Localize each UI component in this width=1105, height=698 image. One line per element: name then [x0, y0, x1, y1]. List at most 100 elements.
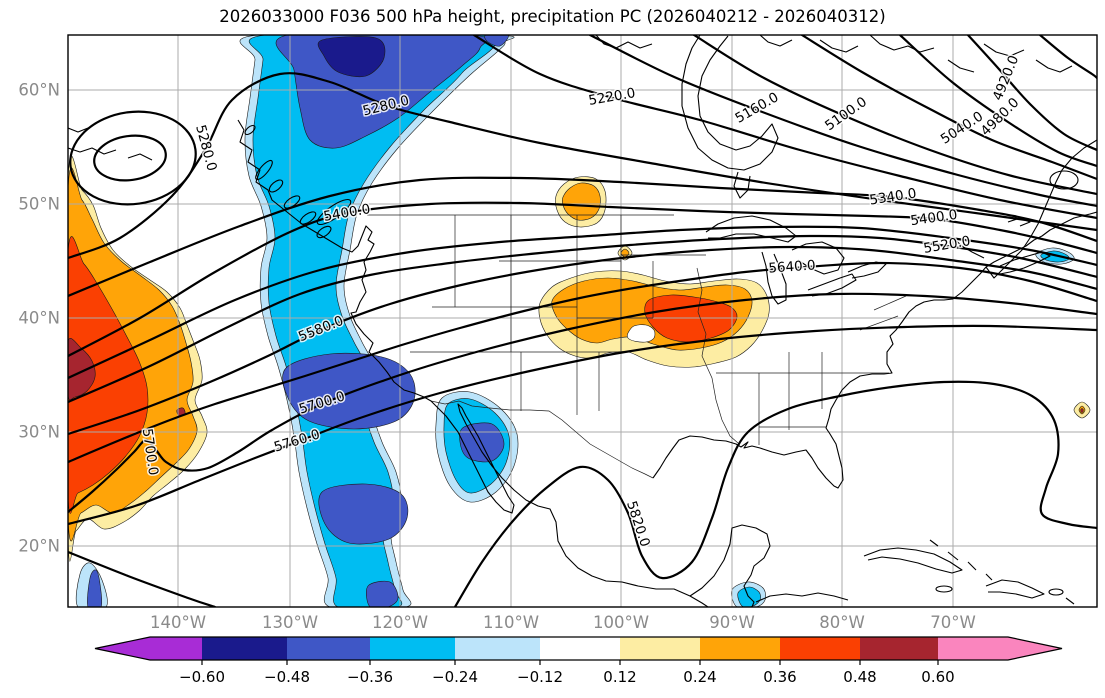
- island-outline: [299, 211, 317, 225]
- island-outline: [1048, 588, 1064, 596]
- coastline: [689, 524, 771, 607]
- coastline: [869, 35, 935, 53]
- height-contour-5340: [68, 176, 1097, 298]
- lon-tick-label: 80°W: [819, 613, 865, 632]
- island-outline: [255, 159, 273, 181]
- lon-tick-label: 70°W: [930, 613, 976, 632]
- island-outline: [268, 179, 284, 193]
- coastline: [819, 39, 859, 53]
- coastline: [929, 539, 939, 547]
- height-contour-5760: [68, 324, 1097, 526]
- map-frame: [67, 34, 1098, 608]
- colorbar-tick-label: 0.48: [843, 668, 876, 686]
- lon-tick-label: 110°W: [483, 613, 539, 632]
- island-outline: [316, 198, 352, 226]
- pc-fill-region: [87, 569, 103, 607]
- height-contour-4980: [898, 35, 1097, 168]
- height-contour-5160: [588, 35, 1097, 208]
- coastline: [985, 579, 1045, 599]
- closed-height-contour: [69, 110, 197, 206]
- colorbar-tick-label: 0.36: [763, 668, 796, 686]
- lon-tick-label: 120°W: [372, 613, 428, 632]
- colorbar-segment: [620, 637, 700, 660]
- lat-tick-label: 30°N: [18, 423, 60, 442]
- colorbar: −0.60 −0.48 −0.36 −0.24 −0.12 0.12 0.24 0.36 0.4…: [94, 636, 1063, 686]
- coastline: [947, 551, 959, 561]
- lon-tick-label: 100°W: [593, 613, 649, 632]
- lat-tick-label: 20°N: [18, 537, 60, 556]
- pc-fill-region: [249, 35, 496, 607]
- axis-tick-labels: 60°N 50°N 40°N 30°N 20°N 140°W 130°W 120°W 110°W…: [18, 81, 975, 633]
- lat-tick-label: 40°N: [18, 309, 60, 328]
- island-outline: [935, 585, 953, 593]
- height-contour-4860: [1038, 35, 1097, 80]
- colorbar-segment: [938, 637, 1008, 660]
- coastline: [1035, 59, 1073, 73]
- height-contour-5700: [68, 292, 1097, 514]
- coastline: [947, 59, 975, 73]
- height-contour-5100: [692, 35, 1097, 196]
- coastline: [733, 171, 751, 199]
- height-contour-4920: [966, 35, 1097, 152]
- pc-fill-region: [366, 580, 399, 607]
- height-contour-5400: [68, 201, 1097, 358]
- island-outline: [244, 124, 256, 136]
- island-outline: [316, 225, 332, 239]
- height-contours: [68, 35, 1097, 607]
- colorbar-segment: [150, 637, 202, 660]
- lat-tick-label: 50°N: [18, 195, 60, 214]
- state-borders: [367, 214, 907, 479]
- coastline: [755, 592, 849, 603]
- coastline: [237, 119, 709, 607]
- lon-tick-label: 130°W: [262, 613, 318, 632]
- colorbar-outline: [94, 636, 1063, 661]
- pc-fill-region: [626, 324, 656, 343]
- colorbar-tick-label: −0.60: [179, 668, 225, 686]
- colorbar-segment: [287, 637, 370, 660]
- coastlines: [68, 35, 1097, 607]
- coastline: [68, 127, 89, 133]
- coastline: [863, 547, 963, 574]
- height-contour-5220: [472, 35, 1097, 220]
- map-canvas: 4920.04980.05040.05100.05160.05220.05280…: [68, 35, 1097, 607]
- coastline: [985, 573, 993, 581]
- pc-fill-region: [317, 36, 386, 78]
- border-line: [696, 267, 739, 444]
- colorbar-tick-label: −0.24: [432, 668, 478, 686]
- coastline: [127, 153, 153, 161]
- colorbar-segment: [202, 637, 287, 660]
- pc-fill-region: [561, 182, 601, 221]
- border-line: [873, 295, 907, 311]
- pc-fill-region: [318, 483, 409, 545]
- pc-fill-region: [484, 35, 509, 47]
- island-outline: [1049, 170, 1079, 190]
- pc-fill-region: [1080, 408, 1084, 413]
- colorbar-tick-label: 0.12: [603, 668, 636, 686]
- colorbar-tick-label: 0.60: [921, 668, 954, 686]
- colorbar-tick-label: −0.48: [264, 668, 310, 686]
- height-contour-5040: [800, 35, 1097, 181]
- height-contour-5640: [68, 261, 1097, 464]
- coastline: [761, 251, 787, 305]
- colorbar-extend-right: [1008, 637, 1062, 660]
- height-contour-5580: [68, 245, 1097, 436]
- coastline: [759, 35, 793, 47]
- lon-tick-label: 90°W: [709, 613, 755, 632]
- closed-height-contour: [93, 134, 167, 182]
- coastline: [967, 561, 977, 571]
- colorbar-segment: [455, 637, 540, 660]
- plot-title: 2026033000 F036 500 hPa height, precipit…: [219, 7, 886, 26]
- colorbar-tick-label: 0.24: [683, 668, 716, 686]
- coastline: [983, 43, 1025, 57]
- height-contour-5520: [68, 234, 1097, 404]
- contour-label-5640: 5640.0: [768, 257, 816, 276]
- lat-tick-label: 60°N: [18, 81, 60, 100]
- colorbar-segment: [700, 637, 780, 660]
- coastline: [681, 35, 779, 171]
- colorbar-segment: [780, 637, 860, 660]
- colorbar-segment: [540, 637, 620, 660]
- island-outline: [283, 195, 301, 209]
- colorbar-segment: [860, 637, 938, 660]
